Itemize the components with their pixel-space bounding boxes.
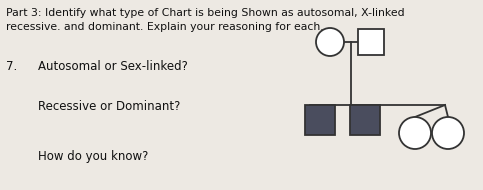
Text: Part 3: Identify what type of Chart is being Shown as autosomal, X-linked: Part 3: Identify what type of Chart is b… [6,8,405,18]
Circle shape [432,117,464,149]
Text: recessive. and dominant. Explain your reasoning for each.: recessive. and dominant. Explain your re… [6,22,324,32]
Circle shape [399,117,431,149]
Bar [358,29,384,55]
Text: How do you know?: How do you know? [38,150,148,163]
Text: Autosomal or Sex-linked?: Autosomal or Sex-linked? [38,60,188,73]
Bar [305,105,335,135]
Text: 7.: 7. [6,60,17,73]
Circle shape [316,28,344,56]
Bar [350,105,380,135]
Text: Recessive or Dominant?: Recessive or Dominant? [38,100,180,113]
